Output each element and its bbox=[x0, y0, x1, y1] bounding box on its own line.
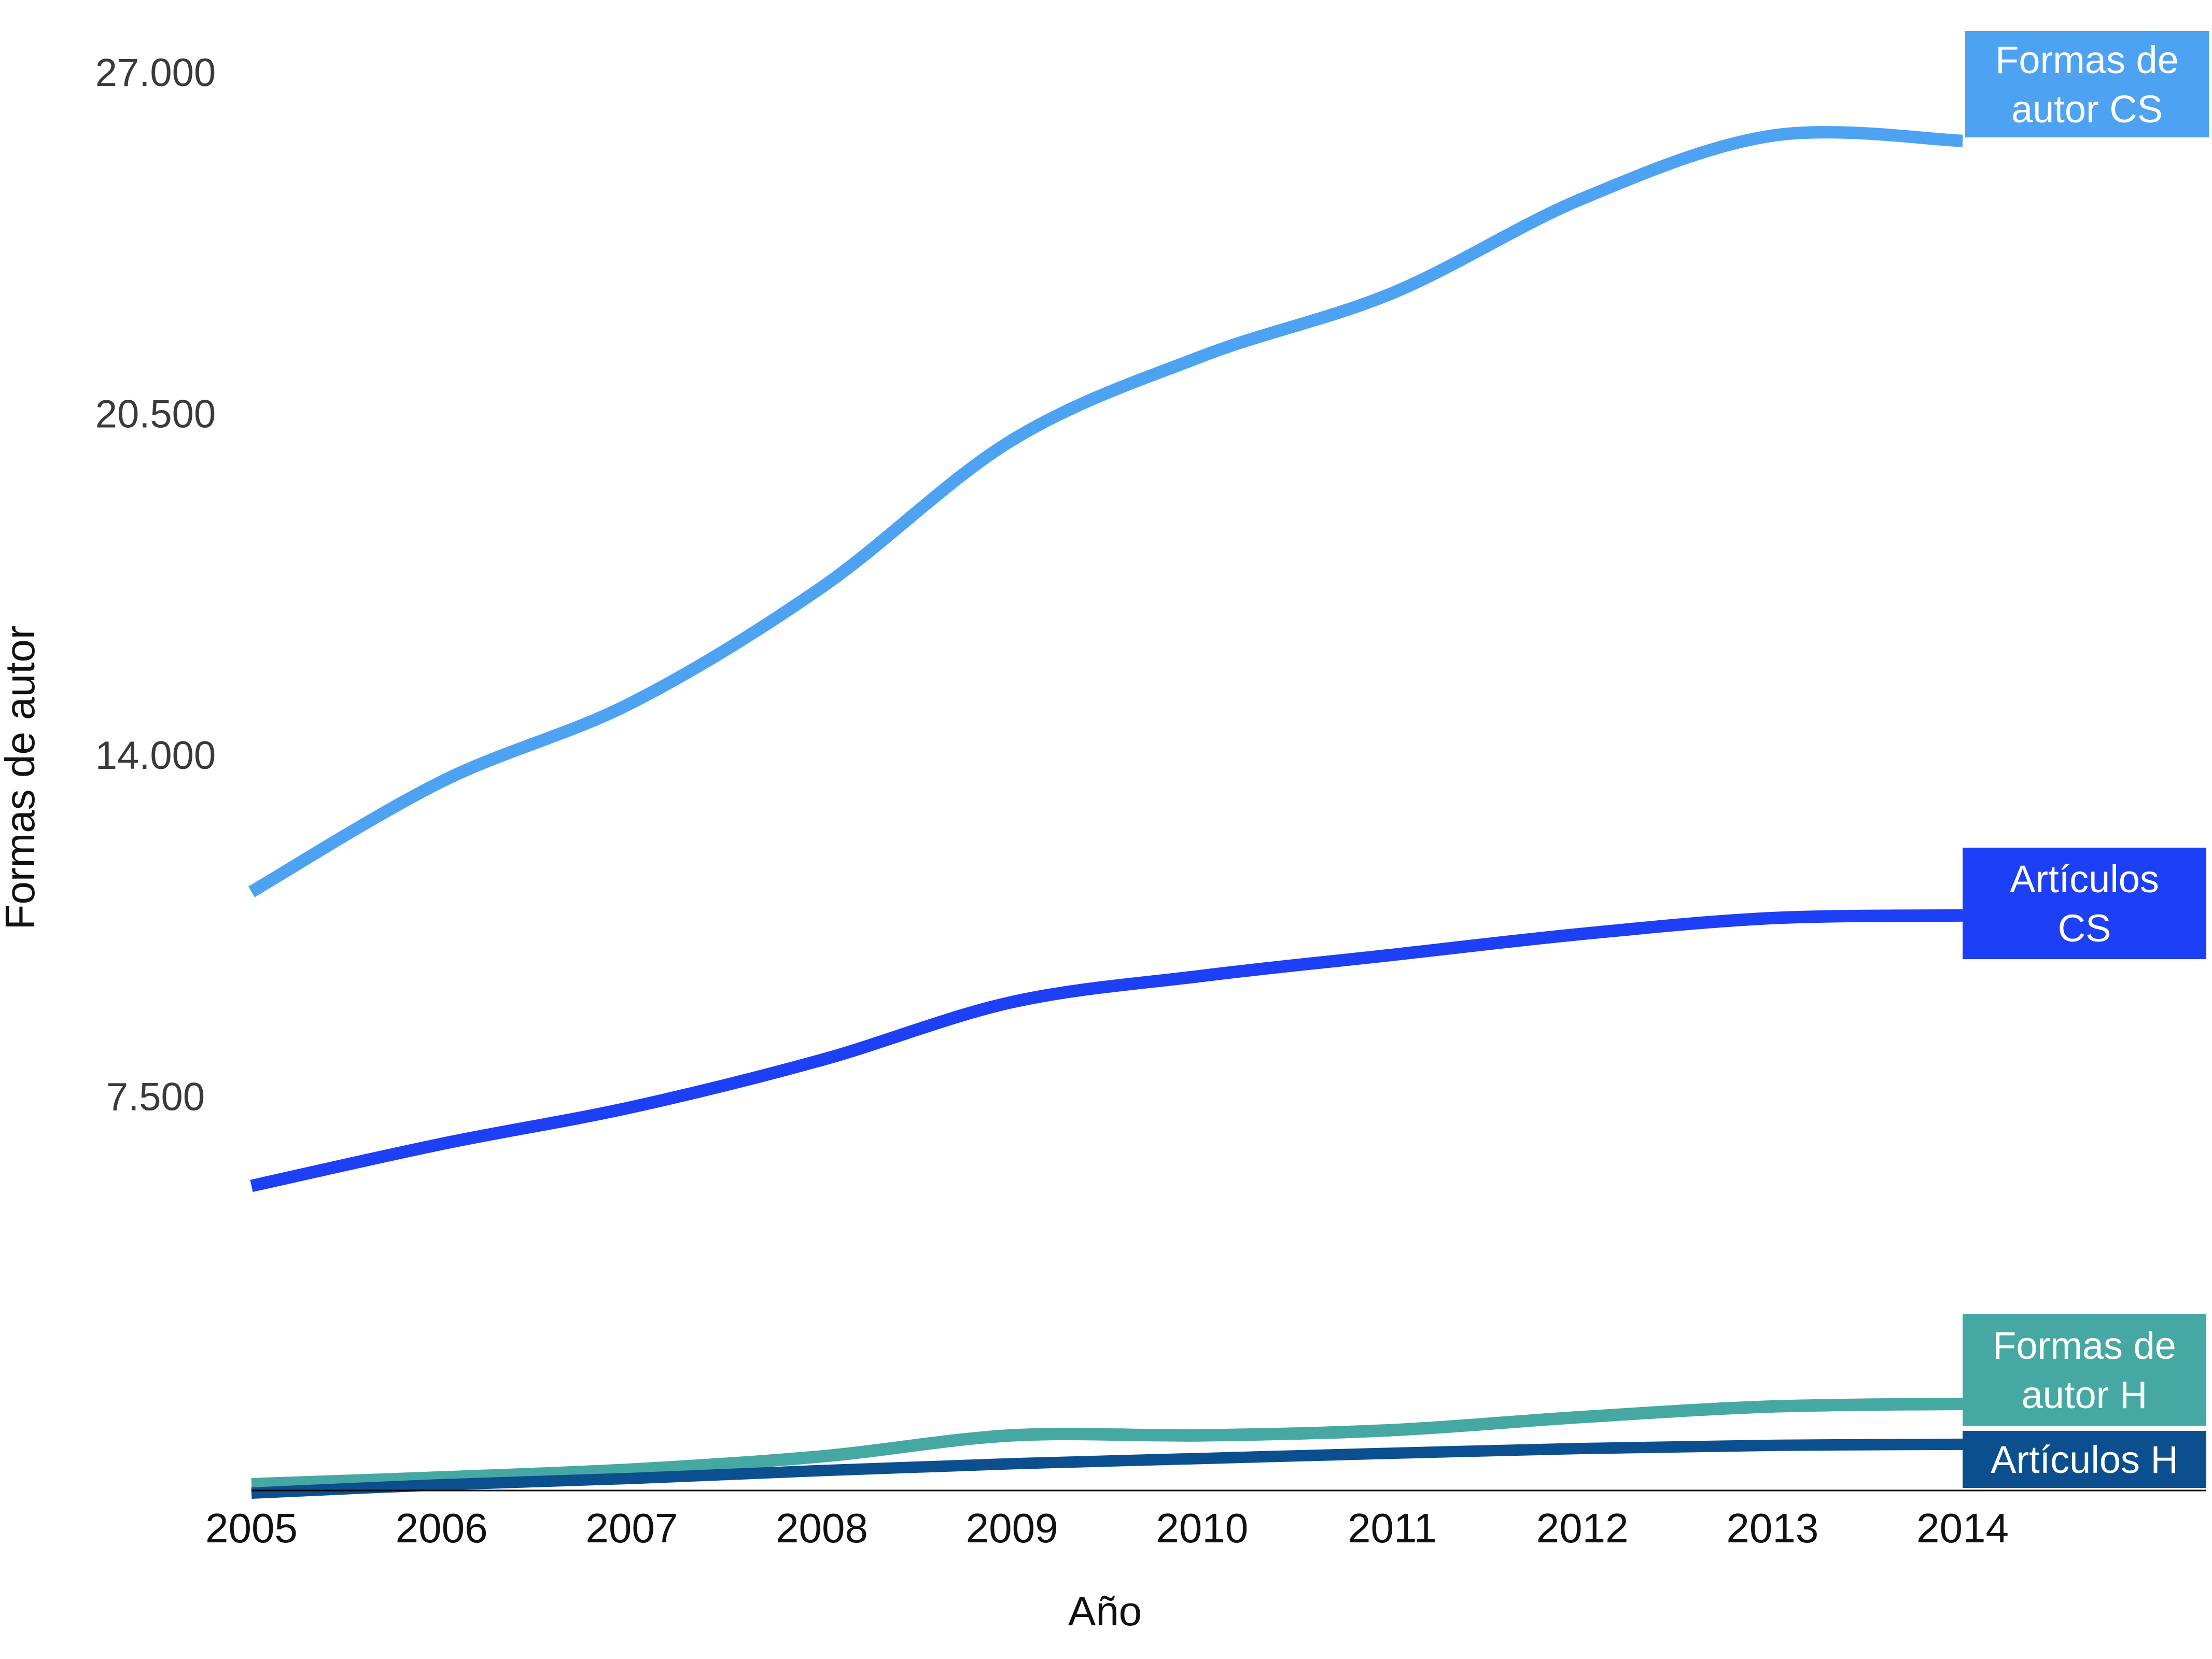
series-label-box bbox=[1963, 1314, 2206, 1426]
series-line bbox=[248, 126, 1963, 897]
x-tick-label: 2012 bbox=[1536, 1505, 1629, 1551]
x-tick-label: 2008 bbox=[776, 1505, 868, 1551]
series-label-text: CS bbox=[2058, 907, 2111, 950]
series-label-text: Artículos bbox=[2010, 857, 2159, 901]
series-label-text: Formas de bbox=[1993, 1324, 2176, 1367]
x-tick-label: 2013 bbox=[1726, 1505, 1818, 1551]
x-tick-label: 2005 bbox=[205, 1505, 298, 1551]
series-label: Formas de autor CS bbox=[1965, 31, 2209, 137]
series-label-box bbox=[1965, 31, 2209, 137]
series-line bbox=[250, 909, 1963, 1192]
y-axis-ticks: 7.500 14.000 20.500 27.000 bbox=[95, 51, 216, 1119]
x-tick-label: 2010 bbox=[1156, 1505, 1248, 1551]
x-axis-ticks: 2005 2006 2007 2008 2009 2010 2011 2012 2013 2014 bbox=[205, 1505, 2009, 1551]
x-tick-label: 2007 bbox=[585, 1505, 678, 1551]
series-line bbox=[251, 1438, 1963, 1499]
series-label-text: autor H bbox=[2022, 1373, 2148, 1416]
series-label: Formas de autor H bbox=[1963, 1314, 2206, 1426]
series-label-text: Formas de bbox=[1995, 38, 2179, 81]
series-label-box bbox=[1963, 1431, 2206, 1488]
series-label: Artículos CS bbox=[1963, 848, 2206, 959]
y-tick-label: 14.000 bbox=[95, 734, 216, 778]
x-axis-label: Año bbox=[1068, 1588, 1142, 1634]
series-labels: Formas de autor CS Artículos CS Formas de aut… bbox=[1963, 31, 2209, 1488]
y-tick-label: 7.500 bbox=[106, 1075, 205, 1119]
series-label-text: autor CS bbox=[2011, 88, 2163, 131]
x-tick-label: 2009 bbox=[966, 1505, 1058, 1551]
series-line bbox=[251, 1397, 1963, 1491]
x-tick-label: 2006 bbox=[396, 1505, 488, 1551]
series-label-text: Artículos H bbox=[1991, 1438, 2178, 1481]
y-axis-label: Formas de autor bbox=[0, 626, 43, 930]
series-label-box bbox=[1963, 848, 2206, 959]
x-tick-label: 2014 bbox=[1916, 1505, 2009, 1551]
x-tick-label: 2011 bbox=[1348, 1505, 1437, 1551]
y-tick-label: 20.500 bbox=[95, 392, 216, 436]
series-layer bbox=[248, 126, 1963, 1499]
y-tick-label: 27.000 bbox=[95, 51, 216, 95]
series-label: Artículos H bbox=[1963, 1431, 2206, 1488]
